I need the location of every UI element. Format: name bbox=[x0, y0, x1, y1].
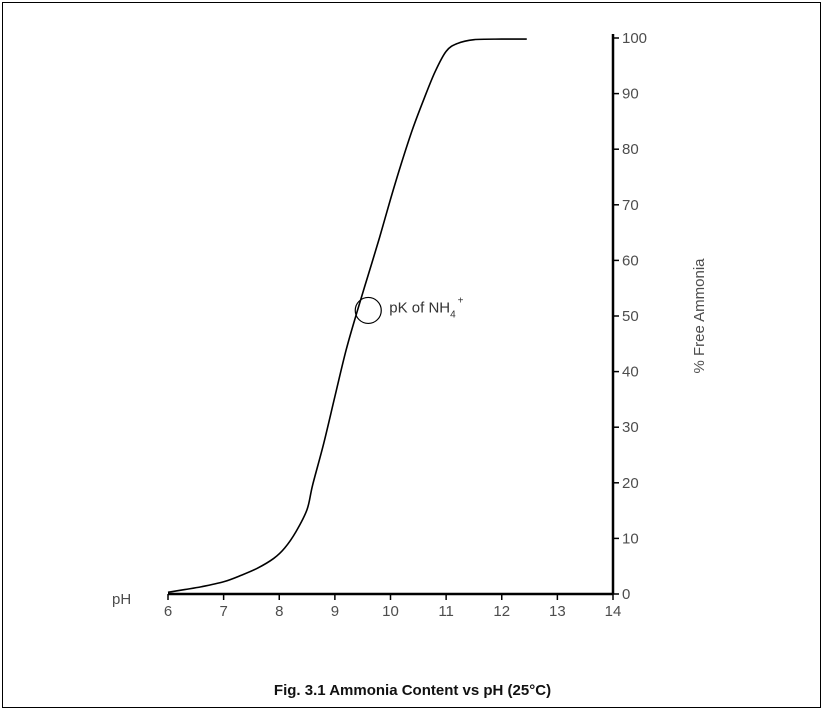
free-ammonia-curve bbox=[167, 38, 527, 594]
y-tick-label: 0 bbox=[622, 586, 630, 603]
x-axis-title: pH bbox=[112, 591, 131, 608]
y-tick-label: 60 bbox=[622, 252, 639, 269]
pk-annotation-label: pK of NH4+ bbox=[389, 295, 463, 320]
x-tick-label: 11 bbox=[438, 603, 454, 620]
pk-marker-circle bbox=[354, 296, 382, 325]
y-tick-label: 80 bbox=[622, 141, 639, 158]
axes-group: pH % Free Ammonia bbox=[112, 34, 708, 608]
y-tick-label: 40 bbox=[622, 364, 639, 381]
x-tick-label: 7 bbox=[219, 603, 227, 620]
y-tick-label: 50 bbox=[622, 308, 639, 325]
y-tick-label: 70 bbox=[622, 197, 639, 214]
series-group bbox=[167, 38, 527, 594]
y-tick-label: 10 bbox=[622, 530, 639, 547]
x-tick-label: 6 bbox=[164, 603, 172, 620]
x-tick-label: 14 bbox=[605, 603, 622, 620]
x-tick-label: 10 bbox=[382, 603, 399, 620]
figure-caption: Fig. 3.1 Ammonia Content vs pH (25°C) bbox=[273, 682, 552, 699]
ticks-group: 6 7 8 9 10 11 12 13 140 10 20 30 40 50 60 70 80 90 100 bbox=[164, 30, 647, 620]
x-tick-label: 13 bbox=[549, 603, 566, 620]
y-tick-label: 100 bbox=[622, 30, 647, 47]
x-tick-label: 12 bbox=[493, 603, 510, 620]
annotations-group: pK of NH4+ bbox=[354, 295, 464, 325]
y-tick-label: 30 bbox=[622, 419, 639, 436]
y-tick-label: 90 bbox=[622, 86, 639, 103]
y-axis-title: % Free Ammonia bbox=[691, 258, 708, 374]
y-tick-label: 20 bbox=[622, 475, 639, 492]
x-tick-label: 9 bbox=[331, 603, 339, 620]
x-tick-label: 8 bbox=[275, 603, 283, 620]
